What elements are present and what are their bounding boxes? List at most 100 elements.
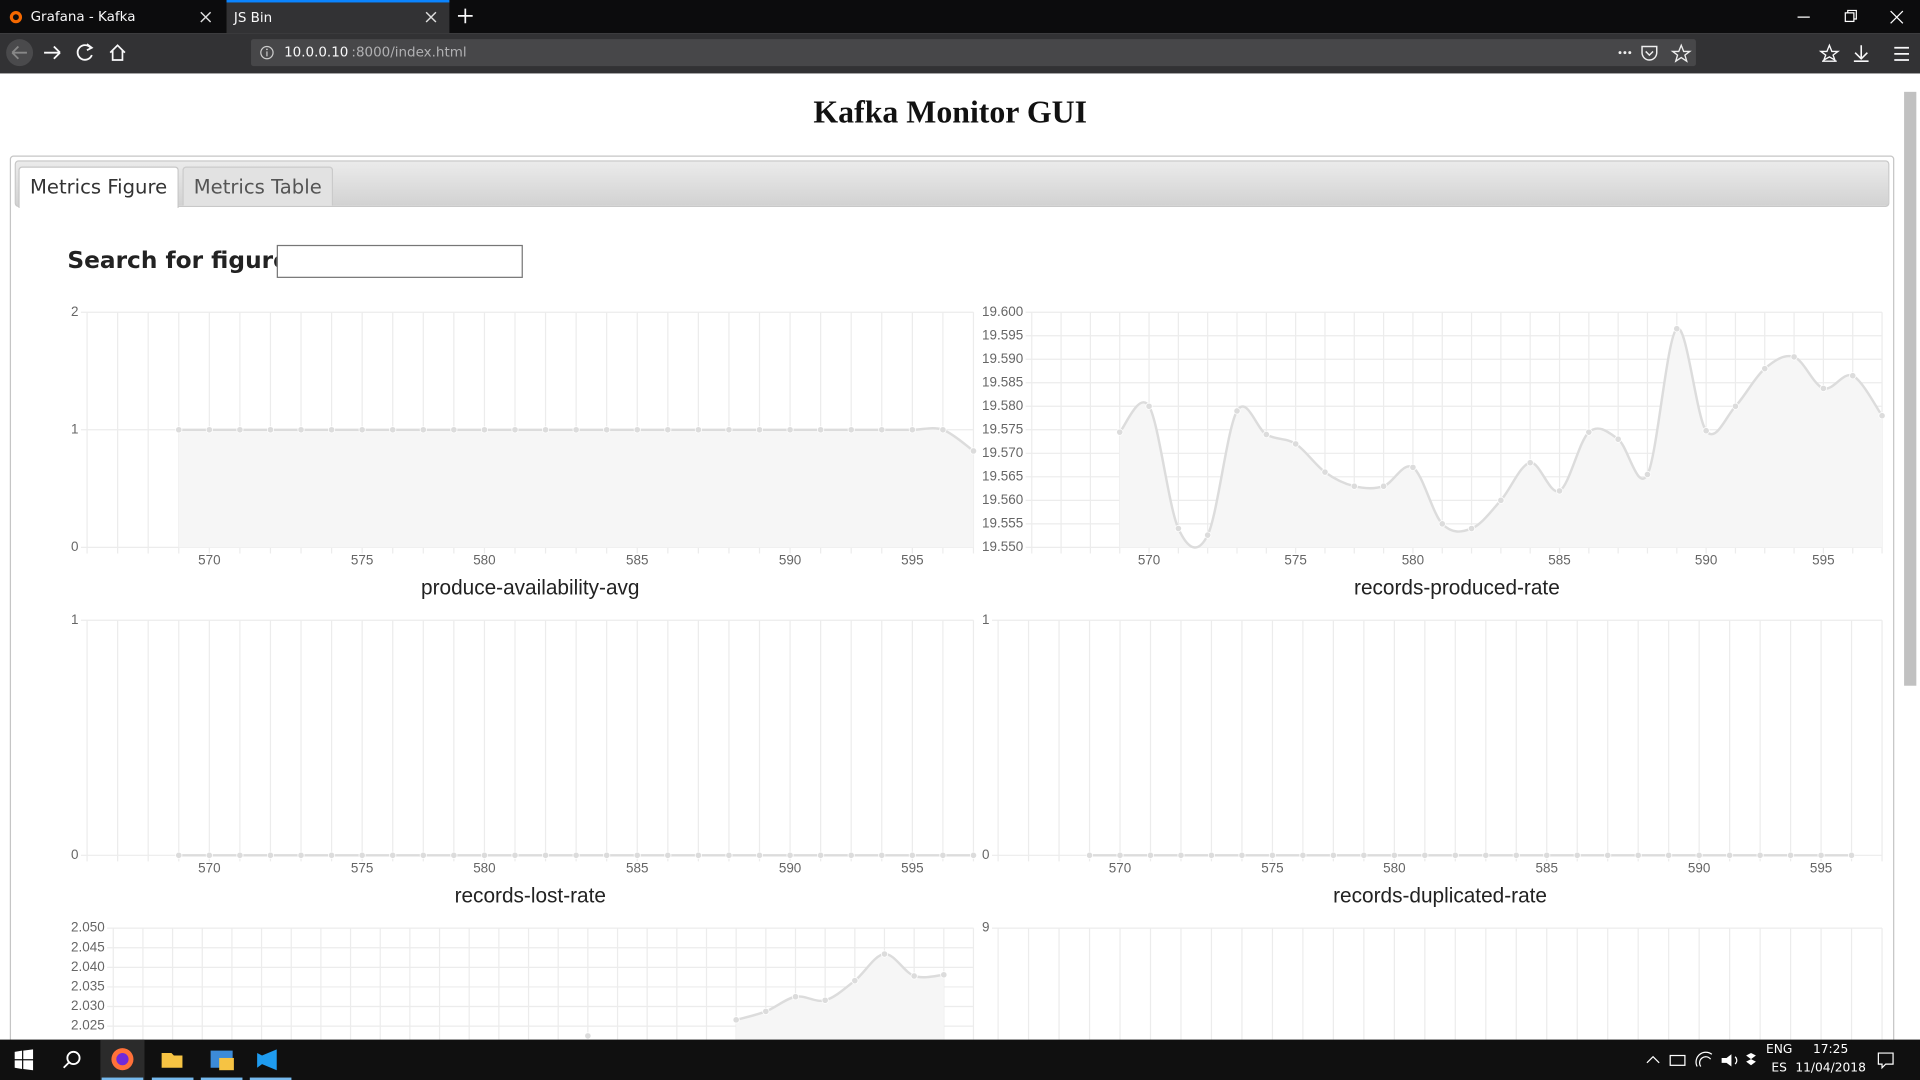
point	[480, 426, 488, 434]
point	[603, 426, 611, 434]
point	[450, 426, 458, 434]
point	[939, 851, 947, 859]
point	[1177, 851, 1185, 859]
x-tick-label: 580	[1402, 552, 1424, 567]
chart-title: records-lost-rate	[455, 884, 606, 907]
chart-title: records-produced-rate	[1354, 576, 1560, 599]
y-tick-label: 19.580	[982, 398, 1023, 413]
point	[542, 426, 550, 434]
point	[542, 851, 550, 859]
point	[266, 851, 275, 859]
search-input[interactable]	[276, 244, 523, 278]
point	[725, 426, 733, 434]
x-tick-label: 580	[473, 552, 495, 567]
window-controls[interactable]	[1795, 9, 1905, 25]
line-area	[178, 428, 974, 548]
point	[1350, 482, 1358, 490]
point	[1262, 430, 1270, 439]
chart-title: produce-availability-avg	[421, 576, 639, 599]
nav-buttons[interactable]	[0, 33, 245, 73]
y-tick-label: 2	[71, 304, 78, 319]
point	[910, 972, 918, 980]
line-area	[1119, 328, 1883, 548]
notifications-icon[interactable]	[1876, 1051, 1896, 1071]
point	[480, 851, 488, 859]
point	[1238, 851, 1246, 859]
x-tick-label: 575	[1284, 552, 1306, 567]
point	[1614, 435, 1622, 443]
new-tab-button[interactable]	[457, 7, 474, 24]
point	[1497, 496, 1505, 504]
point	[1673, 325, 1681, 333]
x-tick-label: 585	[626, 860, 648, 875]
point	[847, 426, 855, 434]
point	[1292, 440, 1300, 448]
point	[878, 426, 886, 434]
y-tick-label: 0	[982, 847, 989, 862]
point	[817, 851, 825, 859]
x-tick-label: 570	[1109, 860, 1131, 875]
tab-close[interactable]	[425, 11, 437, 23]
point	[175, 426, 183, 434]
scrollbar-thumb[interactable]	[1904, 91, 1917, 686]
point	[664, 851, 672, 859]
point	[1468, 524, 1476, 533]
point	[969, 447, 978, 455]
y-tick-label: 19.575	[982, 421, 1023, 436]
y-tick-label: 1	[71, 421, 78, 436]
point	[1451, 851, 1459, 859]
y-tick-label: 0	[71, 539, 78, 554]
y-tick-label: 19.595	[982, 327, 1023, 342]
clock-date[interactable]: 11/04/2018	[1795, 1061, 1866, 1076]
y-tick-label: 9	[982, 920, 989, 935]
tray-icons[interactable]	[1641, 1049, 1763, 1071]
x-tick-label: 575	[351, 552, 373, 567]
tab-metrics-figure[interactable]: Metrics Figure	[18, 166, 179, 209]
keyboard-layout[interactable]: ES	[1771, 1061, 1787, 1076]
taskbar-icons[interactable]	[0, 1039, 294, 1080]
point	[1204, 531, 1212, 539]
point	[1512, 851, 1520, 859]
point	[1085, 851, 1094, 859]
tab-close[interactable]	[200, 11, 212, 23]
y-tick-label: 2.035	[71, 979, 105, 994]
x-tick-label: 575	[351, 860, 373, 875]
point	[940, 971, 948, 979]
url-actions[interactable]	[1615, 43, 1693, 63]
point	[1438, 520, 1446, 528]
point	[1329, 851, 1337, 859]
web-page: 0 1 2 570 575 580 585 590 595 produce-availabilit…	[0, 73, 1901, 1040]
browser-tab[interactable]: Grafana - Kafka	[0, 0, 224, 33]
point	[1321, 468, 1329, 476]
point	[1409, 463, 1417, 471]
point	[1604, 851, 1612, 859]
language[interactable]: ENG	[1765, 1043, 1793, 1057]
info-icon[interactable]	[260, 45, 275, 60]
x-tick-label: 595	[1812, 552, 1834, 567]
clock-time[interactable]: 17:25	[1812, 1043, 1849, 1057]
toolbar-icons[interactable]	[1817, 43, 1915, 65]
tab-metrics-table[interactable]: Metrics Table	[182, 166, 334, 206]
x-tick-label: 590	[1695, 552, 1717, 567]
point	[817, 426, 825, 434]
url-bar[interactable]: 10.0.0.10:8000/index.html	[251, 39, 1696, 67]
point	[725, 851, 733, 859]
y-tick-label: 19.550	[982, 539, 1023, 554]
x-tick-label: 585	[626, 552, 648, 567]
point	[1116, 428, 1124, 436]
point	[1702, 427, 1710, 435]
point	[328, 426, 336, 434]
x-tick-label: 585	[1536, 860, 1558, 875]
x-tick-label: 580	[1383, 860, 1405, 875]
point	[878, 851, 886, 859]
browser-tab-active[interactable]: JS Bin	[226, 0, 450, 34]
point	[419, 851, 427, 859]
point	[1421, 851, 1429, 859]
point	[821, 996, 829, 1004]
x-tick-label: 585	[1548, 552, 1570, 567]
y-tick-label: 19.585	[982, 374, 1023, 389]
y-tick-label: 19.570	[982, 445, 1023, 460]
line-area	[587, 954, 944, 1040]
point	[358, 426, 366, 434]
